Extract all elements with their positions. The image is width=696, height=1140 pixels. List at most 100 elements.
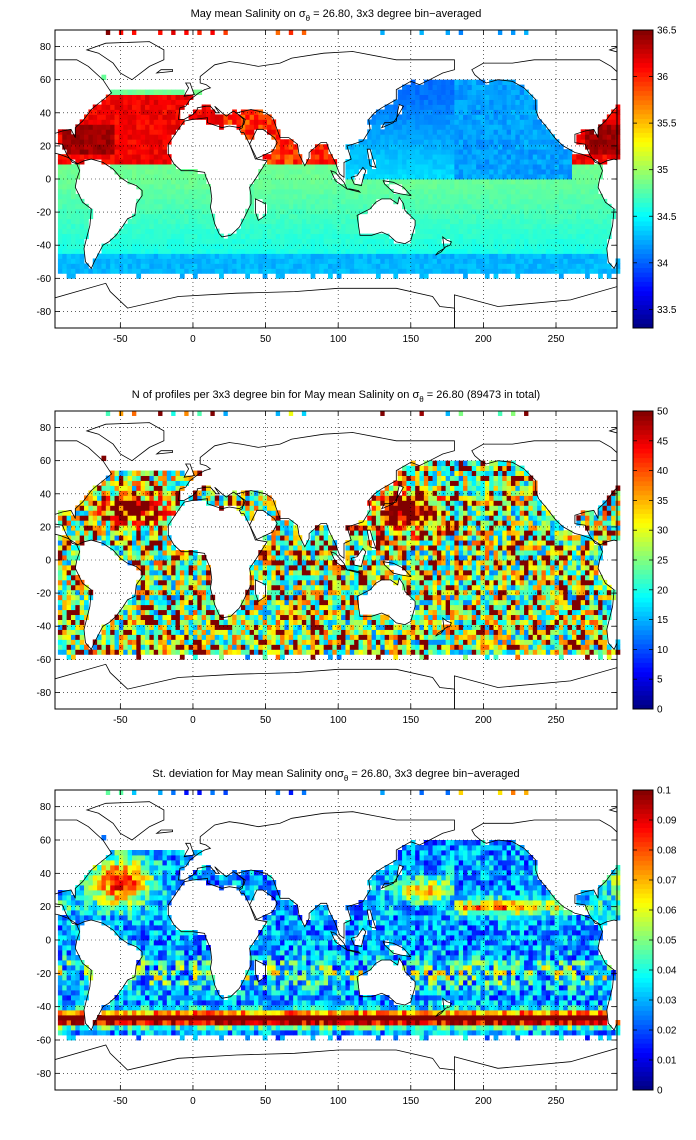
heatmap-cell bbox=[389, 263, 394, 269]
heatmap-cell bbox=[428, 139, 433, 145]
heatmap-cell bbox=[419, 129, 425, 135]
heatmap-cell bbox=[188, 629, 194, 635]
heatmap-cell bbox=[136, 134, 142, 140]
heatmap-cell bbox=[288, 624, 294, 630]
heatmap-cell bbox=[484, 129, 490, 135]
heatmap-cell bbox=[550, 634, 555, 640]
heatmap-cell bbox=[297, 243, 303, 249]
heatmap-cell bbox=[162, 233, 168, 239]
heatmap-cell bbox=[528, 238, 534, 244]
heatmap-cell bbox=[197, 188, 203, 195]
heatmap-cell bbox=[280, 268, 285, 274]
heatmap-cell bbox=[528, 94, 534, 100]
heatmap-cell bbox=[153, 188, 159, 195]
heatmap-cell bbox=[571, 183, 577, 190]
heatmap-cell bbox=[524, 634, 529, 640]
heatmap-cell bbox=[458, 89, 464, 95]
heatmap-cell bbox=[410, 174, 416, 180]
heatmap-cell bbox=[314, 604, 320, 611]
heatmap-cell bbox=[432, 634, 438, 640]
heatmap-cell bbox=[118, 154, 124, 160]
heatmap-cell bbox=[497, 213, 503, 220]
heatmap-cell bbox=[140, 124, 146, 130]
heatmap-cell bbox=[406, 154, 412, 160]
heatmap-cell bbox=[589, 159, 595, 165]
heatmap-cell bbox=[532, 198, 538, 205]
heatmap-cell bbox=[450, 253, 455, 259]
heatmap-cell bbox=[275, 609, 281, 616]
heatmap-cell bbox=[524, 233, 529, 239]
colorbar-swatch bbox=[633, 109, 653, 115]
heatmap-cell bbox=[197, 258, 203, 264]
heatmap-cell bbox=[450, 154, 455, 160]
heatmap-cell bbox=[358, 644, 364, 650]
heatmap-cell bbox=[375, 193, 381, 200]
heatmap-cell bbox=[280, 629, 285, 635]
heatmap-cell bbox=[580, 134, 586, 140]
heatmap-cell bbox=[467, 164, 473, 170]
heatmap-cell bbox=[341, 223, 346, 230]
heatmap-cell bbox=[528, 174, 534, 180]
heatmap-cell bbox=[497, 248, 503, 254]
colorbar-swatch bbox=[633, 216, 653, 222]
heatmap-cell bbox=[84, 213, 89, 220]
heatmap-cell bbox=[158, 174, 163, 180]
heatmap-cell bbox=[105, 109, 111, 115]
heatmap-cell bbox=[92, 263, 98, 269]
heatmap-cell bbox=[524, 639, 529, 645]
heatmap-cell bbox=[123, 248, 129, 254]
heatmap-cell bbox=[463, 129, 468, 135]
heatmap-cell bbox=[598, 169, 603, 175]
heatmap-cell bbox=[410, 263, 416, 269]
heatmap-cell bbox=[593, 263, 599, 269]
heatmap-cell bbox=[419, 258, 425, 264]
heatmap-cell bbox=[415, 139, 420, 145]
heatmap-cell bbox=[524, 154, 529, 160]
heatmap-cell bbox=[149, 119, 155, 125]
heatmap-cell bbox=[284, 164, 290, 170]
heatmap-cell bbox=[480, 198, 486, 205]
heatmap-cell bbox=[310, 604, 316, 611]
heatmap-cell bbox=[57, 223, 63, 230]
heatmap-cell bbox=[419, 619, 425, 625]
heatmap-cell bbox=[145, 243, 150, 249]
heatmap-cell bbox=[602, 218, 608, 225]
heatmap-cell bbox=[262, 228, 268, 235]
heatmap-cell bbox=[262, 164, 268, 170]
heatmap-cell bbox=[267, 218, 272, 225]
heatmap-cell bbox=[253, 258, 259, 264]
heatmap-cell bbox=[249, 203, 255, 210]
heatmap-cell bbox=[84, 614, 89, 620]
heatmap-cell bbox=[140, 223, 146, 230]
heatmap-cell bbox=[580, 233, 586, 239]
heatmap-cell bbox=[563, 203, 569, 210]
heatmap-cell bbox=[545, 164, 551, 170]
heatmap-cell bbox=[127, 268, 133, 274]
heatmap-cell bbox=[571, 208, 577, 215]
heatmap-cell bbox=[127, 629, 133, 635]
heatmap-cell bbox=[136, 634, 142, 640]
heatmap-cell bbox=[489, 634, 494, 640]
heatmap-cell bbox=[602, 243, 608, 249]
heatmap-cell bbox=[301, 263, 307, 269]
heatmap-cell bbox=[105, 149, 111, 155]
heatmap-cell bbox=[450, 609, 455, 616]
heatmap-cell bbox=[602, 228, 608, 235]
heatmap-cell bbox=[567, 258, 573, 264]
heatmap-cell bbox=[131, 248, 137, 254]
heatmap-cell bbox=[428, 268, 433, 274]
heatmap-cell bbox=[171, 129, 176, 135]
heatmap-cell bbox=[402, 89, 407, 95]
heatmap-cell bbox=[84, 208, 89, 215]
heatmap-cell bbox=[463, 94, 468, 100]
heatmap-cell bbox=[458, 198, 464, 205]
heatmap-cell bbox=[589, 243, 595, 249]
heatmap-cell bbox=[423, 89, 429, 95]
heatmap-cell bbox=[393, 129, 399, 135]
heatmap-cell bbox=[598, 124, 603, 130]
heatmap-cell bbox=[380, 644, 386, 650]
heatmap-cell bbox=[585, 634, 590, 640]
heatmap-cell bbox=[336, 609, 342, 616]
heatmap-cell bbox=[297, 248, 303, 254]
heatmap-cell bbox=[197, 183, 203, 190]
